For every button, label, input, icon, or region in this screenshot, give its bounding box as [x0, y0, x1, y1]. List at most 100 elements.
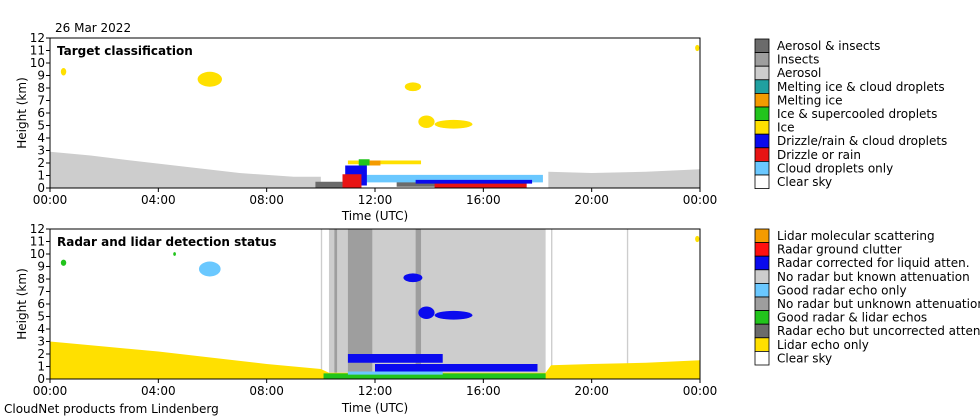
detection-ylabel: Height (km)	[15, 268, 29, 339]
x-tick-label: 12:00	[358, 193, 393, 207]
region-ice-supercooled	[358, 159, 370, 166]
date-label: 26 Mar 2022	[55, 21, 131, 35]
region-ice	[197, 71, 222, 87]
legend-swatch	[754, 337, 770, 352]
legend-swatch	[754, 79, 770, 94]
y-tick-label: 3	[37, 144, 45, 158]
legend-label: Drizzle/rain & cloud droplets	[777, 134, 947, 148]
region-aerosol-insects	[315, 181, 354, 188]
y-tick-label: 11	[30, 44, 45, 58]
legend-label: Good radar & lidar echos	[777, 311, 927, 325]
region-aerosol	[548, 169, 700, 188]
region-good-radar-lidar	[60, 259, 67, 266]
region-good-radar-lidar	[323, 373, 546, 379]
legend-swatch	[754, 228, 770, 244]
region-no-radar-unknown	[415, 229, 422, 373]
legend-label: Insects	[777, 53, 819, 67]
legend-swatch	[754, 323, 770, 339]
legend-label: Radar echo but uncorrected atten.	[777, 324, 980, 338]
region-ice	[434, 119, 473, 129]
y-tick-label: 1	[37, 360, 45, 374]
legend-label: Clear sky	[777, 175, 832, 189]
region-aerosol	[50, 151, 321, 188]
y-tick-label: 6	[37, 297, 45, 311]
region-cloud-droplets	[347, 174, 543, 183]
legend-label: Radar corrected for liquid atten.	[777, 256, 970, 270]
x-tick-label: 08:00	[249, 193, 284, 207]
legend-label: Lidar echo only	[777, 338, 869, 352]
x-tick-label: 04:00	[141, 193, 176, 207]
region-no-radar-known	[551, 229, 553, 373]
legend-swatch	[754, 350, 770, 366]
region-radar-corrected	[347, 354, 443, 363]
legend-swatch	[754, 147, 770, 162]
legend-swatch	[754, 52, 770, 67]
region-good-radar-only	[198, 261, 221, 277]
detection-regions	[50, 229, 700, 379]
region-lidar-only	[50, 341, 700, 379]
y-tick-label: 1	[37, 169, 45, 183]
y-tick-label: 0	[37, 372, 45, 386]
region-good-radar-lidar	[173, 252, 176, 256]
region-ice	[404, 82, 422, 92]
x-tick-label: 20:00	[574, 193, 609, 207]
y-tick-label: 8	[37, 81, 45, 95]
legend-swatch	[754, 65, 770, 81]
detection-title: Radar and lidar detection status	[57, 235, 276, 249]
region-no-radar-unknown	[334, 229, 338, 373]
legend-label: Drizzle or rain	[777, 148, 861, 162]
y-tick-label: 12	[30, 222, 45, 236]
classification-regions	[50, 44, 700, 188]
detection-x-ticks: 00:00 04:00 08:00 12:00 16:00 20:00 00:00	[33, 379, 718, 398]
classification-x-ticks: 00:00 04:00 08:00 12:00 16:00 20:00 00:00	[33, 188, 718, 207]
classification-xlabel: Time (UTC)	[341, 209, 408, 223]
legend-label: Lidar molecular scattering	[777, 229, 935, 243]
region-ice	[418, 115, 435, 128]
region-no-radar-unknown	[347, 229, 373, 373]
legend-swatch	[754, 174, 770, 190]
region-ice	[695, 44, 700, 52]
y-tick-label: 7	[37, 94, 45, 108]
y-tick-label: 4	[37, 131, 45, 145]
x-tick-label: 00:00	[683, 384, 718, 398]
x-tick-label: 20:00	[574, 384, 609, 398]
legend-swatch	[754, 282, 770, 298]
y-tick-label: 2	[37, 156, 45, 170]
legend-label: Radar ground clutter	[777, 243, 902, 257]
x-tick-label: 12:00	[358, 384, 393, 398]
region-no-radar-known	[320, 229, 323, 373]
region-radar-corrected	[375, 364, 538, 372]
y-tick-label: 12	[30, 31, 45, 45]
y-tick-label: 10	[30, 247, 45, 261]
legend-label: Ice	[777, 121, 795, 135]
legend-label: Ice & supercooled droplets	[777, 107, 937, 121]
y-tick-label: 9	[37, 260, 45, 274]
legend-label: Clear sky	[777, 351, 832, 365]
y-tick-label: 9	[37, 69, 45, 83]
classification-ylabel: Height (km)	[15, 77, 29, 148]
legend-label: Melting ice & cloud droplets	[777, 80, 945, 94]
x-tick-label: 00:00	[683, 193, 718, 207]
x-tick-label: 16:00	[466, 384, 501, 398]
legend-swatch	[754, 269, 770, 284]
region-melting-ice	[369, 160, 381, 166]
x-tick-label: 00:00	[33, 384, 68, 398]
legend-swatch	[754, 310, 770, 325]
legend-label: Melting ice	[777, 93, 842, 107]
region-radar-corrected	[403, 273, 423, 283]
legend-swatch	[754, 133, 770, 149]
footer-credit: CloudNet products from Lindenberg	[4, 402, 219, 416]
region-radar-corrected	[434, 310, 473, 320]
legend-label: Good radar echo only	[777, 283, 907, 297]
legend-swatch	[754, 255, 770, 271]
legend-label: No radar but unknown attenuation	[777, 297, 980, 311]
region-ice	[347, 160, 422, 165]
y-tick-label: 5	[37, 310, 45, 324]
y-tick-label: 10	[30, 56, 45, 70]
